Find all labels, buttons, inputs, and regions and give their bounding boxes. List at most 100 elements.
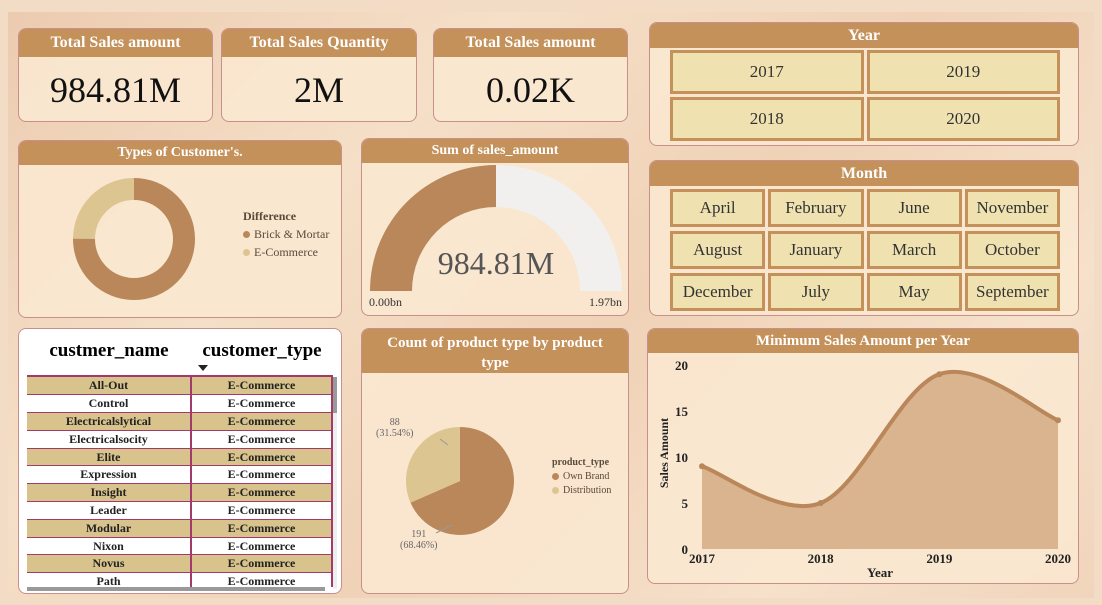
cell-customer-name: Electricalsocity [27,430,192,449]
y-tick-label: 0 [682,542,689,557]
x-axis-label: Year [867,565,893,580]
table-row[interactable]: Elite E-Commerce [27,448,333,467]
month-option-january[interactable]: January [768,231,864,269]
cell-customer-type: E-Commerce [191,519,333,538]
month-option-july[interactable]: July [768,273,864,311]
kpi-total-sales-quantity: Total Sales Quantity 2M [221,28,417,122]
data-point[interactable] [936,371,943,378]
x-tick-label: 2020 [1045,551,1071,566]
gauge-max-label: 1.97bn [589,295,622,309]
cell-customer-type: E-Commerce [191,554,333,574]
year-option-2018[interactable]: 2018 [670,97,864,141]
cell-customer-type: E-Commerce [191,377,333,396]
table-scrollbar-thumb[interactable] [333,377,337,413]
customer-table: All-Out E-Commerce Control E-Commerce Electr… [27,377,333,587]
table-horizontal-scrollbar[interactable] [27,587,325,591]
table-row[interactable]: Modular E-Commerce [27,519,333,538]
pie-slice-distribution[interactable] [405,427,460,503]
cell-customer-type: E-Commerce [191,537,333,556]
month-option-march[interactable]: March [866,231,962,269]
month-option-december[interactable]: December [670,273,766,311]
legend-label: Own Brand [563,471,610,482]
kpi-title: Total Sales amount [434,29,627,57]
month-option-may[interactable]: May [866,273,962,311]
month-option-august[interactable]: August [670,231,766,269]
table-row[interactable]: Electricalslytical E-Commerce [27,412,333,431]
month-option-september[interactable]: September [964,273,1060,311]
chart-title: Minimum Sales Amount per Year [648,329,1078,353]
column-header-label: customer_type [202,340,322,361]
sales-gauge-card: Sum of sales_amount 984.81M 0.00bn 1.97b… [361,138,629,316]
cell-customer-name: Modular [27,519,192,538]
table-row[interactable]: Nixon E-Commerce [27,537,333,556]
product-type-card: Count of product type by product type 88… [361,328,629,594]
cell-customer-name: Expression [27,465,192,485]
legend-dot-icon [552,487,559,494]
year-option-2019[interactable]: 2019 [866,50,1060,94]
month-option-june[interactable]: June [866,189,962,227]
y-tick-label: 5 [682,496,689,511]
data-point[interactable] [1055,417,1061,424]
table-row[interactable]: Leader E-Commerce [27,501,333,520]
month-option-november[interactable]: November [964,189,1060,227]
cell-customer-type: E-Commerce [191,394,333,414]
table-row[interactable]: Expression E-Commerce [27,465,333,485]
customer-types-legend: Difference Brick & Mortar E-Commerce [243,209,329,260]
cell-customer-name: All-Out [27,377,192,396]
table-row[interactable]: Insight E-Commerce [27,483,333,503]
y-tick-label: 20 [675,358,688,373]
cell-customer-name: Electricalslytical [27,412,192,431]
min-sales-chart-card: Minimum Sales Amount per Year Sales Amou… [647,328,1079,584]
legend-item-e-commerce[interactable]: E-Commerce [243,245,329,260]
gauge-title: Sum of sales_amount [362,139,628,163]
pie-slice-own-brand[interactable] [410,427,514,535]
year-option-2020[interactable]: 2020 [866,97,1060,141]
legend-dot-icon [243,231,250,238]
legend-label: Brick & Mortar [254,227,330,241]
table-row[interactable]: Path E-Commerce [27,572,333,587]
cell-customer-type: E-Commerce [191,448,333,467]
year-slicer-options: 2017 2019 2018 2020 [670,50,1060,141]
kpi-title: Total Sales Quantity [222,29,416,57]
table-row[interactable]: Control E-Commerce [27,394,333,414]
legend-label: E-Commerce [254,245,318,259]
pie-label-own-brand: 191 (68.46%) [400,529,438,551]
sales-gauge [370,165,622,291]
legend-item-distribution[interactable]: Distribution [552,485,611,496]
column-header-customer-name[interactable]: custmer_name [27,333,191,377]
year-option-2017[interactable]: 2017 [670,50,864,94]
kpi-title: Total Sales amount [19,29,212,57]
month-option-october[interactable]: October [964,231,1060,269]
cell-customer-name: Path [27,572,192,587]
data-point[interactable] [817,500,824,506]
cell-customer-type: E-Commerce [191,501,333,520]
kpi-total-sales-amount-k: Total Sales amount 0.02K [433,28,628,122]
donut-slice-e-commerce[interactable] [73,178,195,300]
cell-customer-type: E-Commerce [191,483,333,503]
legend-item-brick-mortar[interactable]: Brick & Mortar [243,227,329,242]
pie-leader-line [439,438,449,446]
customer-table-body: All-Out E-Commerce Control E-Commerce Electr… [27,377,333,587]
table-row[interactable]: All-Out E-Commerce [27,377,333,396]
table-row[interactable]: Electricalsocity E-Commerce [27,430,333,449]
customer-types-card: Types of Customer's. Difference Brick & … [18,140,342,318]
table-scrollbar[interactable] [333,377,337,589]
gauge-fill[interactable] [370,165,496,291]
kpi-total-sales-amount: Total Sales amount 984.81M [18,28,213,122]
month-slicer-title: Month [650,161,1078,186]
y-axis-label: Sales Amount [657,418,671,488]
month-option-february[interactable]: February [768,189,864,227]
table-row[interactable]: Novus E-Commerce [27,554,333,574]
data-point[interactable] [699,463,705,470]
y-tick-label: 10 [675,450,688,465]
legend-item-own-brand[interactable]: Own Brand [552,471,611,482]
pie-label-count: 88 [389,417,400,428]
year-slicer-title: Year [650,23,1078,48]
customer-types-title: Types of Customer's. [19,141,341,165]
column-header-customer-type[interactable]: customer_type [191,333,333,377]
cell-customer-name: Control [27,394,192,414]
series-line[interactable] [701,370,1059,509]
cell-customer-type: E-Commerce [191,430,333,449]
sort-descending-icon[interactable] [198,365,208,371]
month-option-april[interactable]: April [670,189,766,227]
